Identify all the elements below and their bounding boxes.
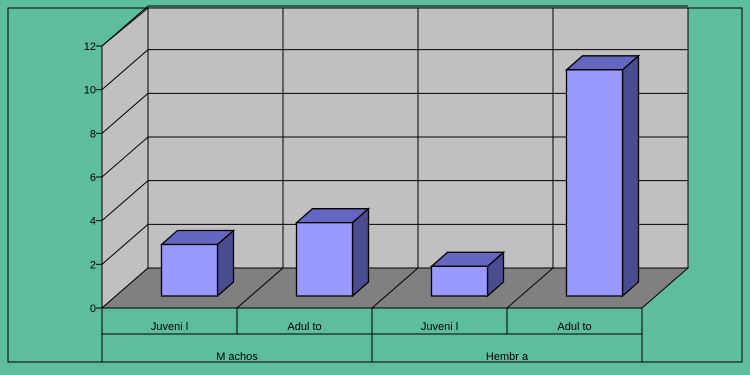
bar <box>160 243 219 297</box>
y-tick-label: 12 <box>84 41 96 53</box>
y-tick-label: 10 <box>84 85 96 97</box>
bar <box>295 222 354 297</box>
y-tick-label: 6 <box>90 172 96 184</box>
gridline-side <box>101 92 149 134</box>
floor-divider <box>371 267 419 309</box>
x-tick-label: Adul to <box>287 321 321 333</box>
group-label: M achos <box>216 351 258 363</box>
y-tick-label: 4 <box>90 216 96 228</box>
y-tick-label: 8 <box>90 128 96 140</box>
bar <box>565 69 624 297</box>
y-tick-label: 2 <box>90 259 96 271</box>
x-tick-label: Adul to <box>557 321 591 333</box>
gridline-side <box>101 180 149 222</box>
gridline-side <box>101 49 149 91</box>
bar <box>430 265 489 297</box>
side-wall <box>101 6 149 310</box>
gridline-side <box>101 223 149 265</box>
x-tick-label: Juveni l <box>421 321 458 333</box>
gridline-side <box>101 136 149 178</box>
floor-divider <box>506 267 554 309</box>
bar-side <box>351 207 370 298</box>
bar-side <box>621 54 640 298</box>
gridline-side <box>101 5 149 47</box>
y-tick-label: 0 <box>90 303 96 315</box>
group-label: Hembr a <box>486 351 529 363</box>
x-tick-label: Juveni l <box>151 321 188 333</box>
floor-divider <box>236 267 284 309</box>
